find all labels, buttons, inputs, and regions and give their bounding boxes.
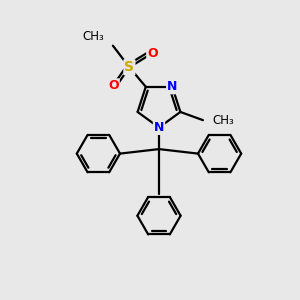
Text: S: S [124, 60, 134, 74]
Text: N: N [167, 80, 177, 93]
Text: N: N [154, 121, 164, 134]
Text: O: O [108, 80, 119, 92]
Text: CH₃: CH₃ [83, 30, 104, 43]
Text: CH₃: CH₃ [212, 114, 234, 127]
Text: O: O [147, 47, 158, 60]
